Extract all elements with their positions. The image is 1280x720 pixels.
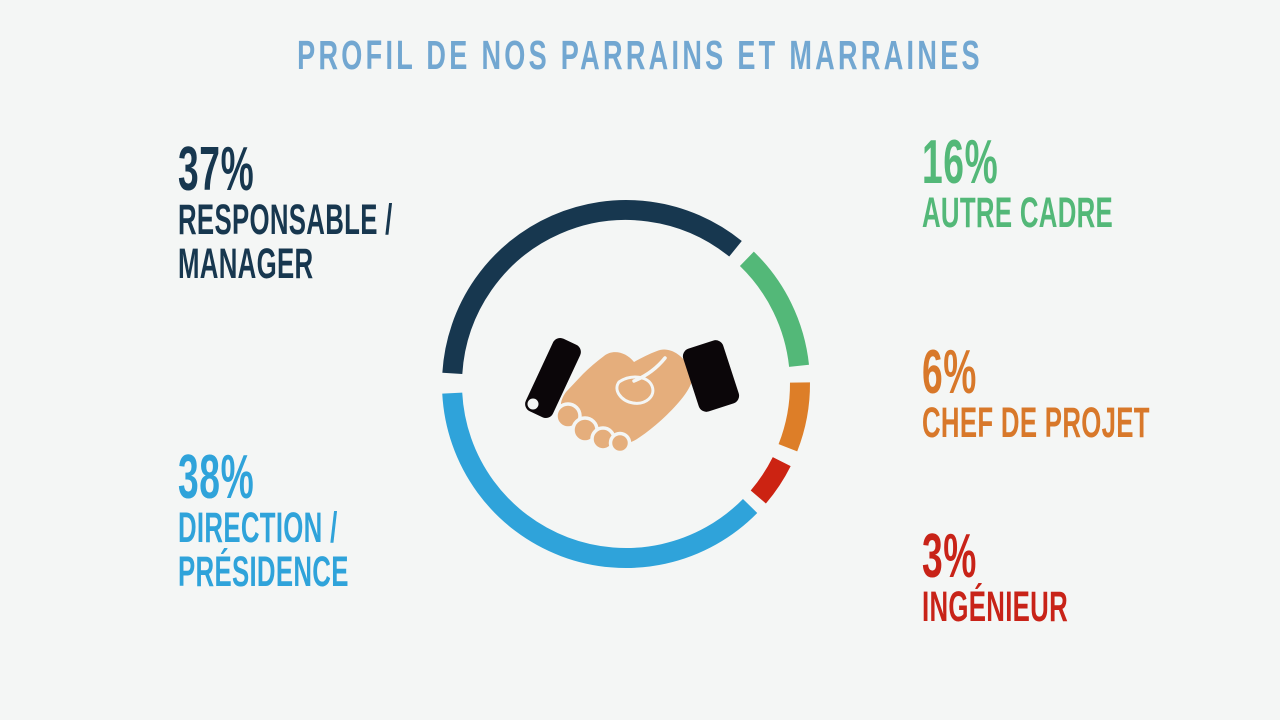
hand-separation-line [632,356,667,383]
donut-segment-ingenieur [750,456,791,504]
left-sleeve [525,338,581,418]
label-line: AUTRE CADRE [922,189,1114,237]
legend-ingenieur: 3% INGÉNIEUR [922,522,1069,631]
label-line: INGÉNIEUR [922,583,1069,631]
percent-value: 37% [178,135,255,204]
handshake-icon [525,338,740,455]
legend-autre-cadre: 16% AUTRE CADRE [922,128,1114,237]
label-line: RESPONSABLE / [178,196,393,244]
percent-value: 16% [922,128,999,197]
label-line: CHEF DE PROJET [922,399,1150,447]
donut-segment-autre-cadre [739,251,809,368]
cufflink-dot [527,398,539,410]
donut-chart [442,200,810,568]
donut-segment-chef-de-projet [778,382,810,452]
percent-value: 38% [178,443,255,512]
percent-value: 3% [922,522,977,591]
legend-responsable-manager: 37% RESPONSABLE / MANAGER [178,135,393,288]
label-line: MANAGER [178,240,314,288]
label-line: PRÉSIDENCE [178,548,349,596]
donut-segment-direction-presidence [442,392,758,568]
page-title: PROFIL DE NOS PARRAINS ET MARRAINES [297,32,983,78]
donut-segment-responsable-manager [442,200,742,375]
percent-value: 6% [922,338,977,407]
knuckle-fingers [554,402,632,455]
right-sleeve [682,340,740,412]
legend-chef-de-projet: 6% CHEF DE PROJET [922,338,1150,447]
label-line: DIRECTION / [178,504,338,552]
legend-direction-presidence: 38% DIRECTION / PRÉSIDENCE [178,443,349,596]
